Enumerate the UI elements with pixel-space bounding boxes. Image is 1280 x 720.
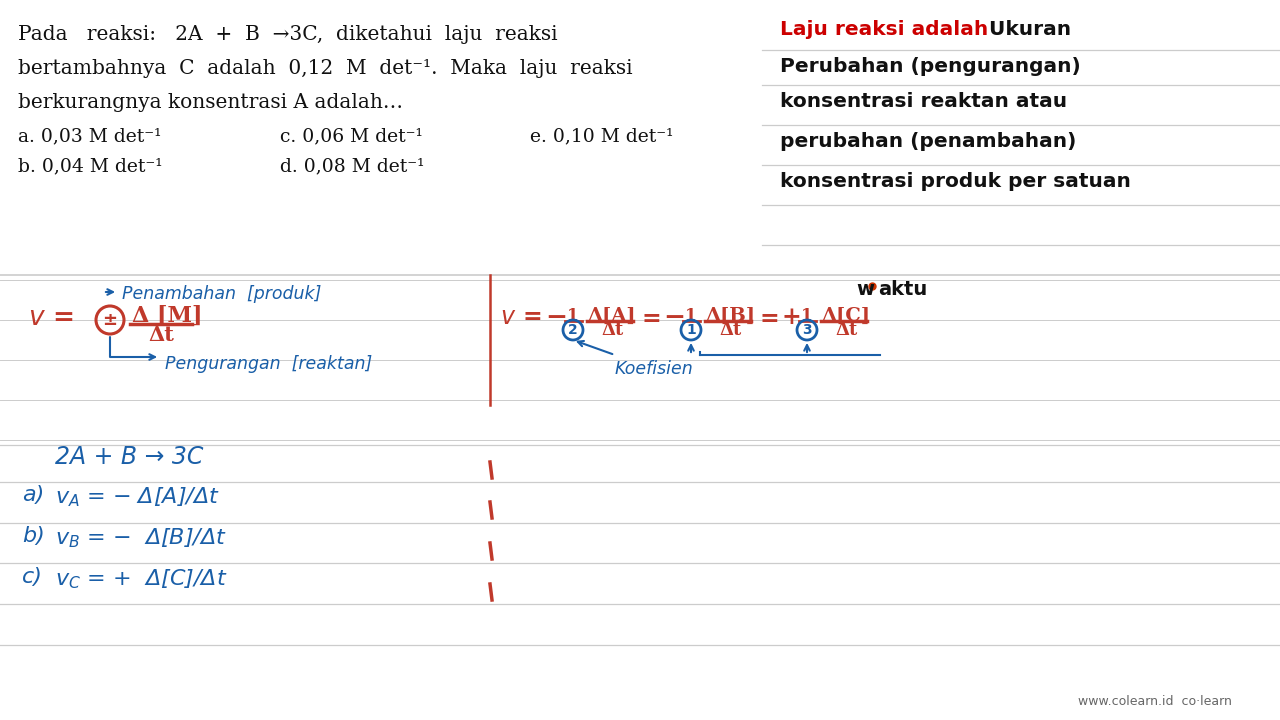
Text: Perubahan (pengurangan): Perubahan (pengurangan) (780, 57, 1080, 76)
Text: a. 0,03 M det⁻¹: a. 0,03 M det⁻¹ (18, 127, 161, 145)
Text: +: + (781, 305, 801, 329)
Text: Pada   reaksi:   2A  +  B  →3C,  diketahui  laju  reaksi: Pada reaksi: 2A + B →3C, diketahui laju … (18, 25, 558, 44)
Text: konsentrasi reaktan atau: konsentrasi reaktan atau (780, 92, 1068, 111)
Text: aktu: aktu (878, 280, 927, 299)
Text: Δt: Δt (602, 321, 623, 339)
Text: 1: 1 (801, 307, 813, 324)
Text: 2: 2 (568, 323, 577, 337)
Text: c. 0,06 M det⁻¹: c. 0,06 M det⁻¹ (280, 127, 422, 145)
Text: www.colearn.id  co·learn: www.colearn.id co·learn (1078, 695, 1231, 708)
Text: =: = (641, 307, 660, 331)
Text: Δt: Δt (719, 321, 741, 339)
Text: $\mathit{v}$ =: $\mathit{v}$ = (500, 305, 544, 329)
Text: 1: 1 (686, 323, 696, 337)
Text: bertambahnya  C  adalah  0,12  M  det⁻¹.  Maka  laju  reaksi: bertambahnya C adalah 0,12 M det⁻¹. Maka… (18, 59, 632, 78)
Text: 1: 1 (685, 307, 696, 324)
Text: e. 0,10 M det⁻¹: e. 0,10 M det⁻¹ (530, 127, 673, 145)
Text: Koefisien: Koefisien (614, 360, 694, 378)
Text: Δ[B]: Δ[B] (705, 307, 755, 325)
Text: −: − (663, 305, 685, 330)
Text: konsentrasi produk per satuan: konsentrasi produk per satuan (780, 172, 1130, 191)
Text: Δt: Δt (835, 321, 858, 339)
Text: c): c) (22, 567, 42, 587)
Text: =: = (759, 307, 778, 331)
Text: −: − (545, 305, 567, 330)
Text: Pengurangan  [reaktan]: Pengurangan [reaktan] (165, 355, 372, 373)
Text: Δ[C]: Δ[C] (820, 307, 870, 325)
Text: w: w (856, 280, 874, 299)
Text: Ukuran: Ukuran (982, 20, 1071, 39)
Text: $\mathit{v}_{A}$ = − Δ[A]/Δt: $\mathit{v}_{A}$ = − Δ[A]/Δt (55, 485, 220, 508)
Text: $\mathit{v}_{B}$ = −  Δ[B]/Δt: $\mathit{v}_{B}$ = − Δ[B]/Δt (55, 526, 227, 549)
Text: Δt: Δt (148, 325, 174, 345)
Text: berkurangnya konsentrasi A adalah…: berkurangnya konsentrasi A adalah… (18, 93, 403, 112)
Text: 2A + B → 3C: 2A + B → 3C (55, 445, 204, 469)
Text: b. 0,04 M det⁻¹: b. 0,04 M det⁻¹ (18, 157, 163, 175)
Text: Laju reaksi adalah: Laju reaksi adalah (780, 20, 988, 39)
Text: perubahan (penambahan): perubahan (penambahan) (780, 132, 1076, 151)
Text: ±: ± (102, 311, 118, 329)
Text: Δ[A]: Δ[A] (588, 307, 636, 325)
Text: $\mathit{v}$ =: $\mathit{v}$ = (28, 305, 74, 330)
Text: a): a) (22, 485, 45, 505)
Text: d. 0,08 M det⁻¹: d. 0,08 M det⁻¹ (280, 157, 425, 175)
Text: $\mathit{v}_{C}$ = +  Δ[C]/Δt: $\mathit{v}_{C}$ = + Δ[C]/Δt (55, 567, 228, 590)
Text: Penambahan  [produk]: Penambahan [produk] (122, 285, 321, 303)
Text: 3: 3 (803, 323, 812, 337)
Text: 1: 1 (567, 307, 579, 324)
Text: b): b) (22, 526, 45, 546)
Text: Δ [M]: Δ [M] (132, 305, 202, 327)
